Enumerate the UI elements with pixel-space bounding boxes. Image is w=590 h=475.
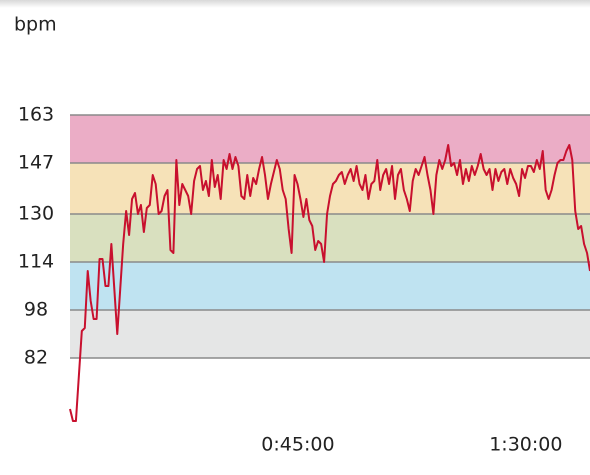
x-tick-label: 0:45:00 [261, 434, 334, 456]
y-tick-label: 163 [18, 104, 54, 126]
y-tick-label: 147 [18, 152, 54, 174]
axes [70, 114, 590, 359]
heart-rate-line [69, 144, 590, 422]
y-tick-label: 114 [18, 251, 54, 273]
zone-band [70, 115, 590, 163]
zones [70, 115, 590, 358]
y-tick-label: 130 [18, 203, 54, 225]
zone-band [70, 214, 590, 262]
y-tick-label: 82 [24, 347, 48, 369]
y-axis-label: bpm [14, 14, 57, 36]
top-shadow [0, 0, 590, 8]
zone-band [70, 262, 590, 310]
x-tick-label: 1:30:00 [489, 434, 562, 456]
y-tick-label: 98 [24, 299, 48, 321]
zone-band [70, 310, 590, 358]
